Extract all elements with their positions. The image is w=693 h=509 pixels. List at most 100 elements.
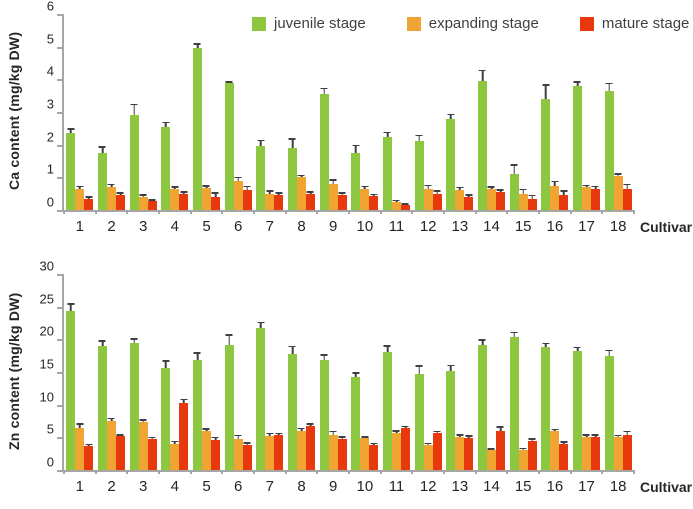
bar-expanding-stage-16 [550, 428, 560, 470]
error-bar-cap [234, 176, 242, 179]
bar-juvenile-stage-17 [572, 346, 582, 470]
bar-juvenile-stage-2 [97, 340, 107, 470]
bar-group-cultivar-17 [571, 80, 603, 210]
y-axis-tick [57, 177, 63, 180]
bar-juvenile-stage-6 [224, 80, 234, 210]
error-bar-cap [528, 194, 536, 197]
bar-juvenile-stage-4 [161, 360, 171, 470]
x-tick-label-13: 13 [451, 218, 469, 235]
error-bar-cap [542, 342, 550, 345]
error-bar-line [554, 180, 556, 186]
error-bar [171, 186, 179, 189]
error-bar-cap [76, 422, 84, 425]
x-axis-tick [633, 210, 635, 214]
error-bar [478, 69, 486, 81]
bar-group-cultivar-6 [222, 80, 254, 210]
error-bar-cap [542, 84, 550, 86]
error-bar-cap [67, 128, 75, 130]
error-bar [465, 435, 473, 438]
bar-juvenile-stage-3 [129, 338, 139, 470]
error-bar-line [626, 430, 628, 435]
bar-juvenile-stage-16 [541, 84, 551, 210]
bar-mature-stage-17 [590, 185, 600, 210]
error-bar-cap [193, 352, 201, 355]
bar-mature-stage-11 [400, 203, 410, 210]
bar-expanding-stage-1 [75, 185, 85, 210]
y-tick-label: 2 [46, 129, 54, 145]
error-bar-line [450, 364, 452, 371]
error-bar-cap [605, 349, 613, 352]
x-axis-tick [569, 470, 572, 474]
bar-mature-stage-18 [622, 183, 632, 210]
error-bar-line [260, 321, 262, 328]
y-tick-label: 20 [39, 323, 54, 339]
bar-expanding-stage-13 [455, 186, 465, 210]
y-axis-tick [57, 372, 63, 374]
x-axis-tick [538, 470, 540, 474]
x-tick-label-12: 12 [419, 218, 437, 235]
error-bar-line [626, 183, 628, 189]
error-bar [424, 442, 432, 446]
bar-group-cultivar-11 [381, 345, 413, 470]
error-bar [116, 192, 124, 196]
bar-expanding-stage-15 [518, 447, 528, 470]
error-bar [551, 180, 559, 186]
bar-group-cultivar-1 [64, 303, 96, 470]
zn-content-chart: Zn content (mg/kg DW) 0 5 10 15 20 25 30 1 2 3 4 5 6… [0, 259, 693, 509]
error-bar-cap [275, 192, 283, 194]
error-bar-cap [401, 203, 409, 206]
x-axis-tick [126, 470, 129, 474]
error-bar [447, 364, 455, 371]
error-bar-cap [465, 435, 473, 437]
error-bar [456, 434, 464, 437]
error-bar [234, 176, 242, 181]
error-bar-cap [478, 69, 486, 72]
bar-mature-stage-15 [527, 438, 537, 470]
bar-mature-stage-4 [179, 398, 189, 470]
error-bar-line [246, 185, 248, 191]
error-bar [383, 131, 391, 137]
error-bar-line [513, 164, 515, 175]
error-bar [180, 398, 188, 404]
error-bar-line [576, 80, 579, 86]
error-bar-cap [162, 121, 170, 124]
bar-expanding-stage-8 [296, 174, 306, 210]
bar-mature-stage-1 [84, 195, 94, 210]
bar-juvenile-stage-12 [414, 365, 424, 470]
x-tick-label-15: 15 [514, 218, 532, 235]
error-bar-cap [288, 138, 296, 140]
error-bar-cap [424, 184, 432, 187]
error-bar [614, 434, 622, 438]
error-bar [148, 436, 156, 439]
error-bar [202, 185, 210, 188]
error-bar [130, 338, 138, 344]
bar-group-cultivar-7 [254, 139, 286, 210]
error-bar-line [386, 345, 389, 352]
bar-mature-stage-5 [210, 436, 220, 470]
bar-expanding-stage-10 [360, 185, 370, 210]
bar-mature-stage-6 [242, 441, 252, 470]
bar-expanding-stage-13 [455, 434, 465, 470]
x-axis-tick [94, 210, 97, 214]
y-tick-label: 25 [39, 291, 54, 307]
error-bar-cap [510, 164, 518, 166]
x-axis-tick [316, 470, 319, 474]
error-bar [370, 442, 378, 445]
error-bar-cap [148, 436, 156, 439]
bar-juvenile-stage-13 [446, 113, 456, 210]
error-bar [193, 352, 201, 360]
x-axis-title-ca: Cultivar [640, 219, 693, 235]
x-axis-tick [569, 210, 572, 214]
x-tick-label-10: 10 [356, 218, 374, 235]
error-bar [320, 87, 328, 95]
error-bar-line [499, 426, 502, 432]
bar-expanding-stage-16 [550, 180, 560, 210]
error-bar-cap [85, 443, 93, 446]
error-bar-line [332, 430, 334, 435]
error-bar-cap [465, 194, 473, 196]
bar-mature-stage-14 [495, 189, 505, 210]
bar-group-cultivar-16 [539, 84, 571, 210]
x-axis-tick [316, 210, 319, 214]
bar-juvenile-stage-16 [541, 342, 551, 470]
x-axis-tick [601, 470, 604, 474]
